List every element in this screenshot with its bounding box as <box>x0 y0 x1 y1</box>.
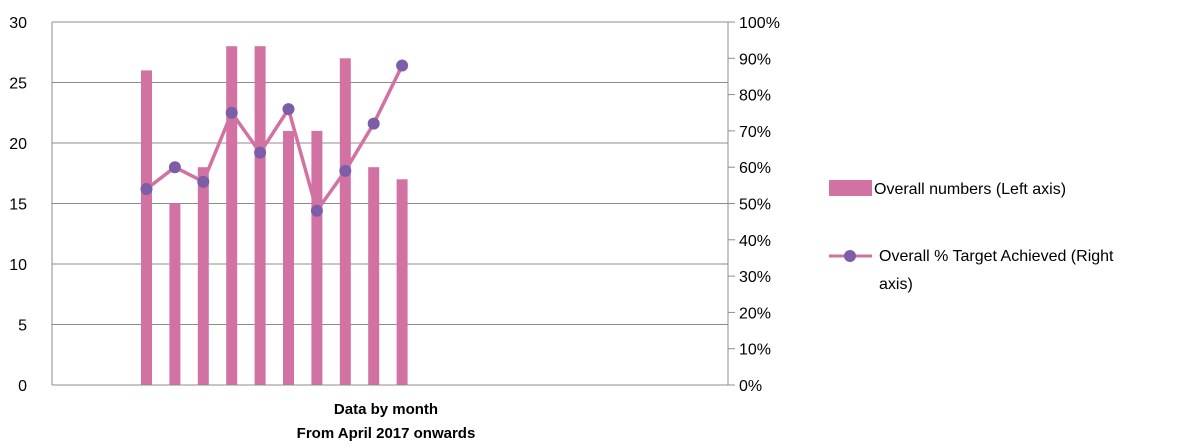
line-point <box>282 103 295 116</box>
line-point <box>310 204 323 217</box>
line-point <box>140 182 153 195</box>
left-tick-label: 10 <box>9 257 27 274</box>
line-point <box>197 175 210 188</box>
x-axis-label-line-2: From April 2017 onwards <box>297 425 476 442</box>
bar <box>396 179 408 385</box>
left-tick-label: 0 <box>18 378 27 395</box>
right-tick-label: 30% <box>739 269 771 286</box>
line-point <box>396 59 409 72</box>
bar <box>254 46 266 385</box>
bar <box>339 58 351 386</box>
bar <box>283 130 294 385</box>
right-tick-label: 0% <box>739 378 762 395</box>
line-point <box>168 161 181 174</box>
legend-label-line-1: Overall % Target Achieved (Right <box>879 248 1114 265</box>
line-series <box>140 59 409 217</box>
legend-bar-swatch <box>829 180 872 196</box>
bar <box>311 130 323 385</box>
right-tick-label: 100% <box>739 15 780 32</box>
bar <box>169 203 181 385</box>
right-tick-label: 70% <box>739 124 771 141</box>
line-point <box>339 164 352 177</box>
legend-label-bars: Overall numbers (Left axis) <box>874 181 1066 198</box>
left-axis-ticks: 0 5 10 15 20 25 30 <box>9 15 27 395</box>
left-tick-label: 20 <box>9 136 27 153</box>
right-axis-ticks: 0% 10% 20% 30% 40% 50% 60% 70% 80% 90% 100% <box>728 15 780 395</box>
right-tick-label: 20% <box>739 305 771 322</box>
legend: Overall numbers (Left axis) Overall % Ta… <box>829 180 1114 293</box>
bar <box>226 46 238 385</box>
right-tick-label: 80% <box>739 88 771 105</box>
bar <box>368 167 380 385</box>
right-tick-label: 50% <box>739 197 771 214</box>
legend-label-line-2: axis) <box>879 276 913 293</box>
left-tick-label: 30 <box>9 15 27 32</box>
line-path <box>145 64 404 213</box>
left-tick-label: 15 <box>9 197 27 214</box>
right-tick-label: 10% <box>739 342 771 359</box>
left-tick-label: 5 <box>18 318 27 335</box>
bar <box>141 70 152 386</box>
bar <box>197 167 209 385</box>
line-point <box>254 146 267 159</box>
right-tick-label: 40% <box>739 233 771 250</box>
right-tick-label: 90% <box>739 51 771 68</box>
line-point <box>225 106 238 119</box>
bar-series <box>141 46 408 386</box>
legend-line-marker <box>844 250 856 262</box>
right-tick-label: 60% <box>739 160 771 177</box>
line-point <box>367 117 380 130</box>
x-axis-label-line-1: Data by month <box>334 401 438 418</box>
left-tick-label: 25 <box>9 76 27 93</box>
gridlines <box>52 21 728 386</box>
